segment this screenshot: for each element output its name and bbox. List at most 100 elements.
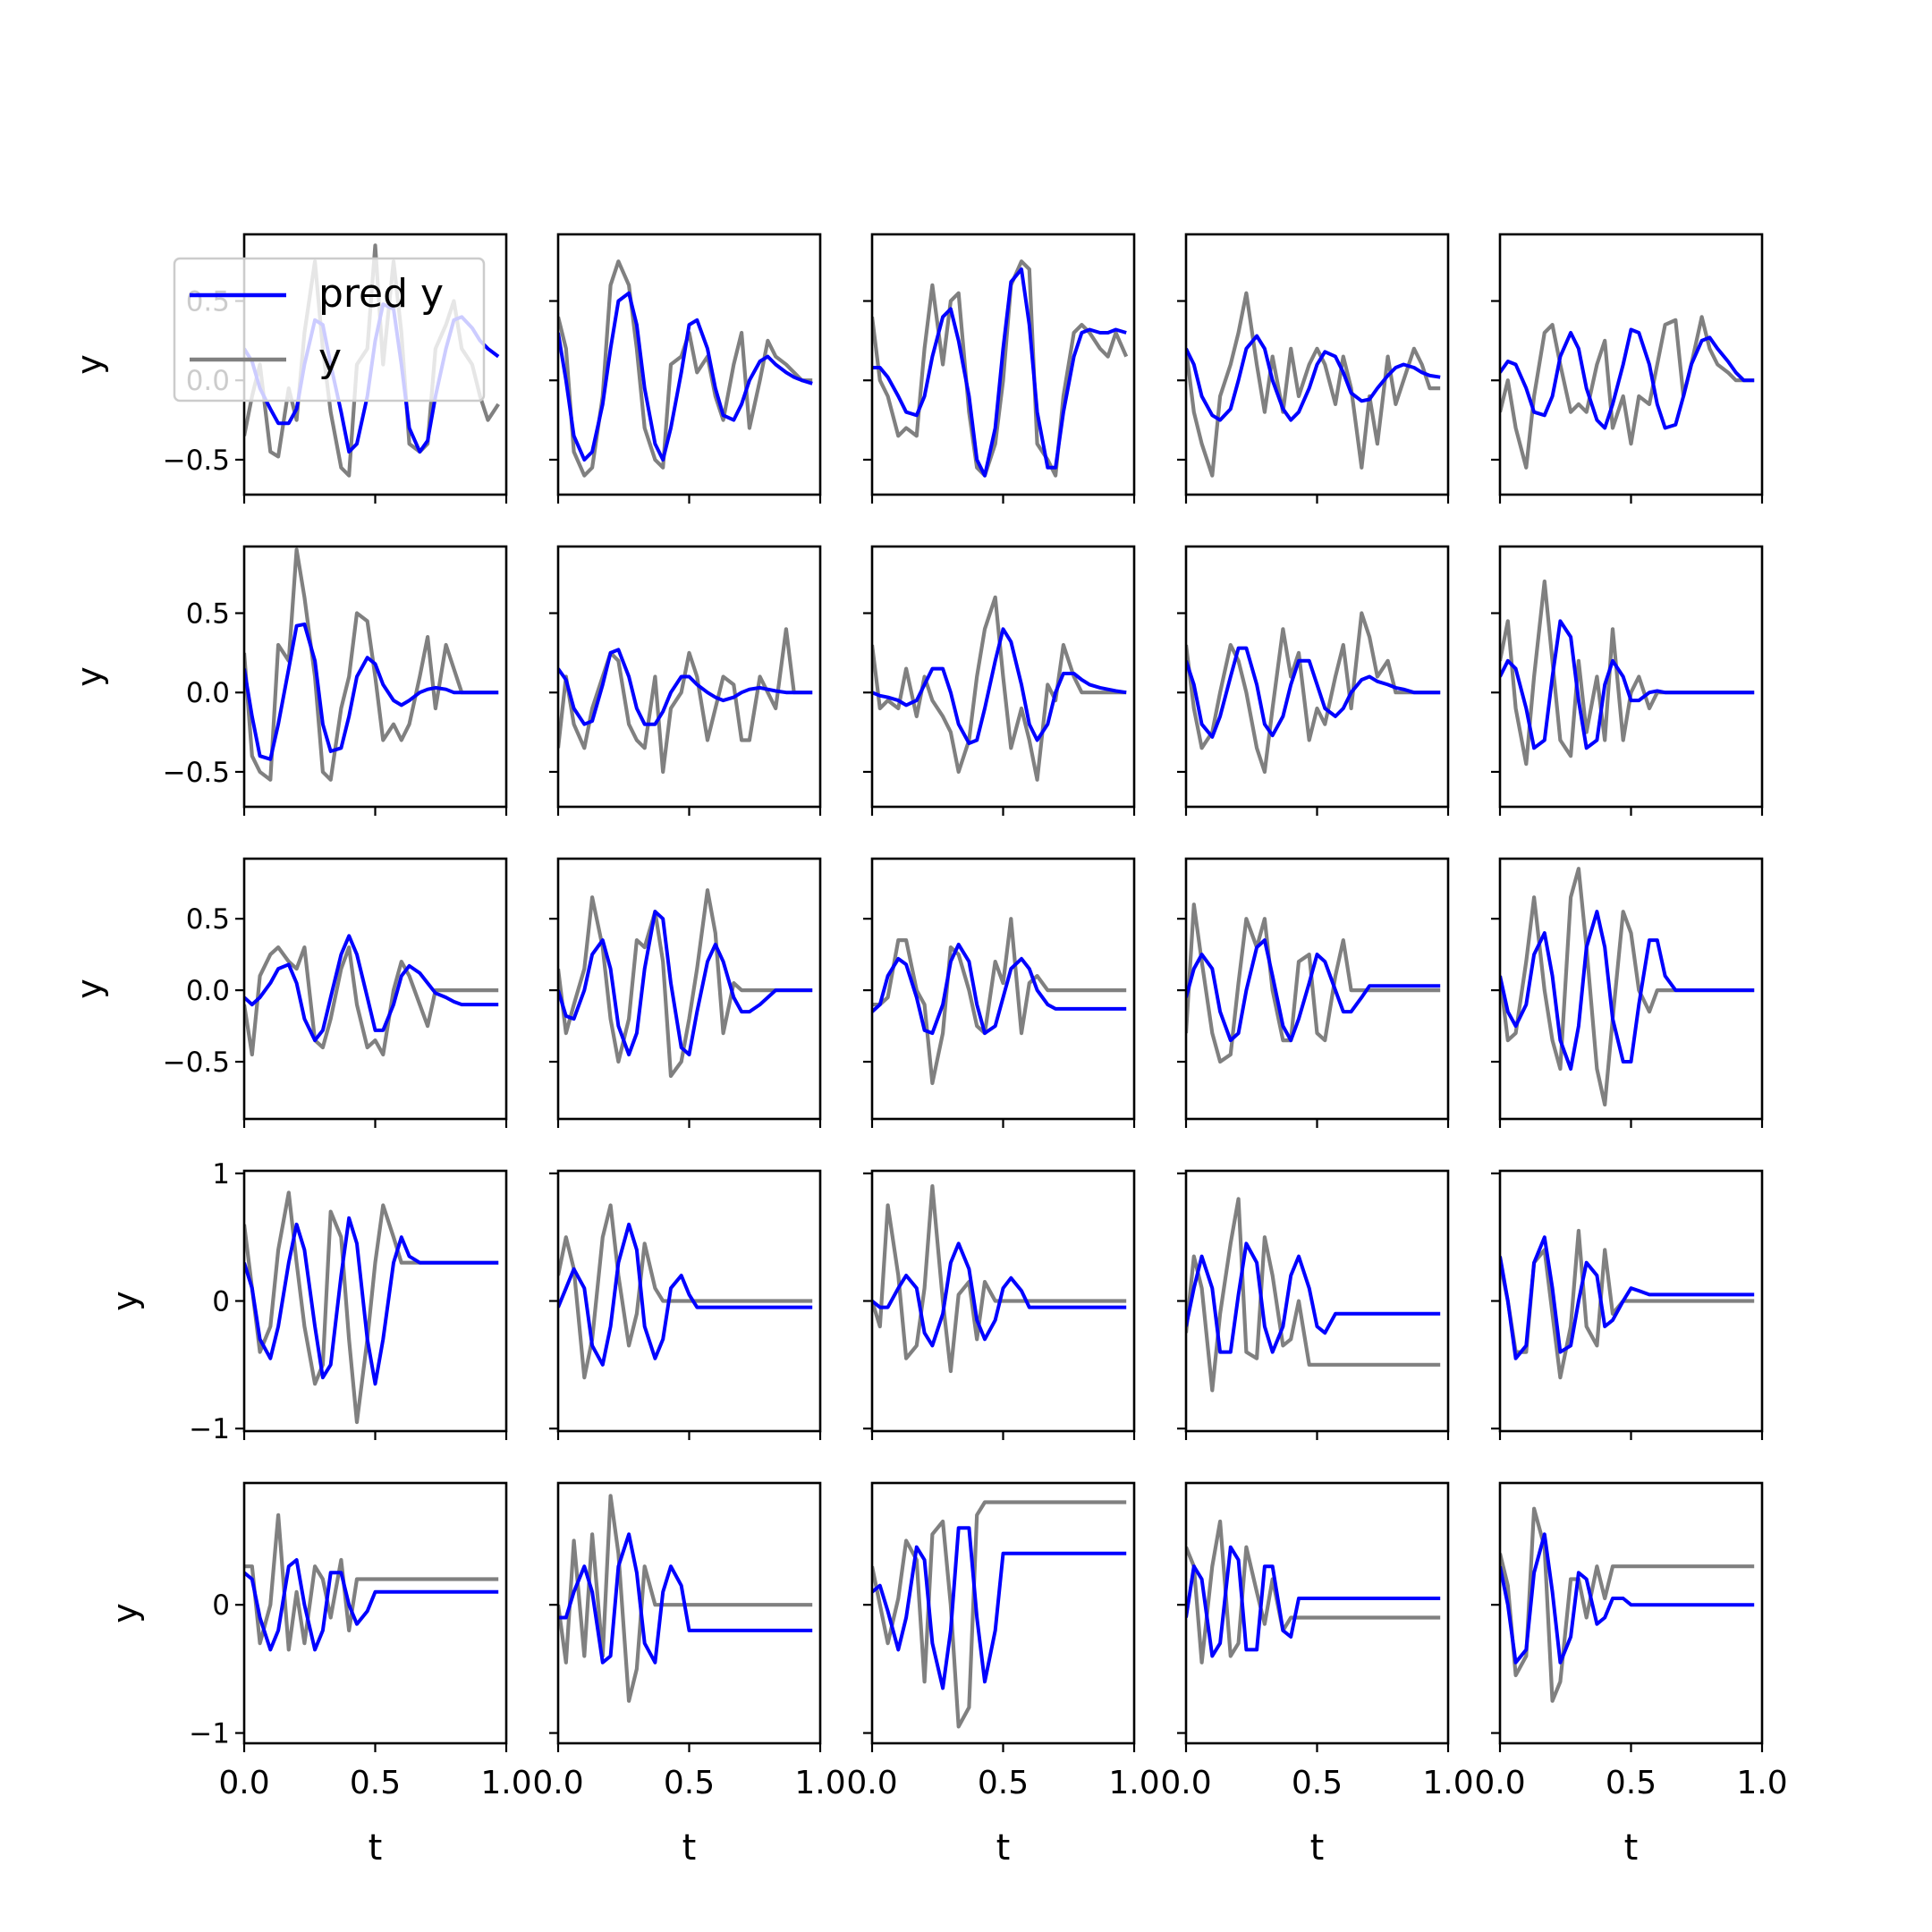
y-line: [244, 945, 499, 1057]
series-group: [1186, 1519, 1441, 1665]
panel-r3-c0: −1 0 1 y: [106, 1158, 508, 1445]
panel-r1-c2: [863, 545, 1136, 816]
pred-y-line: [558, 648, 813, 726]
axes-frame: [1184, 1169, 1450, 1433]
y-axis-label: y: [106, 1291, 145, 1311]
y-line: [1500, 315, 1755, 470]
x-tick-label: 1.0: [794, 1765, 845, 1801]
y-tick-label: 0.0: [186, 975, 230, 1007]
y-axis-label: y: [70, 354, 109, 375]
legend-label: pred y: [318, 271, 444, 317]
panel-r2-c2: [863, 857, 1136, 1128]
y-line: [558, 1203, 813, 1380]
series-group: [558, 888, 813, 1079]
y-tick-label: 0.5: [186, 903, 230, 936]
panel-r0-c4: [1491, 233, 1764, 504]
y-line: [872, 259, 1129, 478]
y-tick-label: −1: [189, 1413, 230, 1445]
pred-y-line: [1186, 1545, 1441, 1658]
panel-r3-c2: [863, 1169, 1136, 1440]
y-axis-label: y: [70, 979, 109, 999]
panel-r3-c3: [1177, 1169, 1450, 1440]
panel-r4-c2: 0.0 0.5 1.0 t: [846, 1481, 1160, 1868]
x-tick-label: 0.0: [1160, 1765, 1211, 1801]
y-line: [244, 547, 499, 782]
x-tick-label: 0.5: [664, 1765, 715, 1801]
y-line: [558, 627, 813, 775]
axes-frame: [1498, 545, 1764, 809]
panel-r3-c1: [549, 1169, 822, 1440]
y-tick-label: 1: [212, 1158, 230, 1191]
x-tick-label: 0.0: [532, 1765, 583, 1801]
pred-y-line: [872, 1526, 1127, 1690]
series-group: [1500, 1228, 1755, 1380]
y-line: [1500, 1228, 1755, 1380]
y-tick-label: −0.5: [163, 757, 230, 789]
y-line: [558, 259, 813, 478]
y-line: [1186, 1519, 1441, 1665]
series-group: [1500, 579, 1755, 767]
x-tick-label: 0.0: [846, 1765, 897, 1801]
series-group: [244, 934, 499, 1057]
y-line: [558, 888, 813, 1079]
series-group: [558, 1203, 813, 1380]
y-tick-label: −1: [189, 1718, 230, 1750]
panel-r4-c3: 0.0 0.5 1.0 t: [1160, 1481, 1474, 1868]
series-group: [872, 1500, 1127, 1729]
x-axis-label: t: [369, 1827, 383, 1868]
y-line: [1186, 291, 1441, 478]
y-line: [1186, 1197, 1441, 1393]
pred-y-line: [558, 1532, 813, 1665]
pred-y-line: [872, 1241, 1127, 1348]
x-tick-label: 0.5: [1292, 1765, 1343, 1801]
y-line: [1500, 867, 1755, 1107]
y-line: [1186, 611, 1441, 775]
pred-y-line: [1186, 646, 1441, 739]
pred-y-line: [1186, 1241, 1441, 1354]
pred-y-line: [872, 267, 1127, 478]
series-group: [244, 1513, 499, 1652]
x-tick-label: 0.0: [1474, 1765, 1525, 1801]
pred-y-line: [1500, 1235, 1755, 1360]
series-group: [872, 595, 1127, 782]
y-line: [872, 917, 1127, 1086]
legend: pred y y: [173, 257, 486, 402]
y-line: [872, 1500, 1127, 1729]
pred-y-line: [558, 1222, 813, 1367]
pred-y-line: [872, 942, 1127, 1036]
panel-r1-c0: −0.5 0.0 0.5 y: [70, 545, 508, 816]
y-tick-label: −0.5: [163, 1046, 230, 1079]
pred-y-line: [244, 1558, 499, 1652]
y-tick-label: −0.5: [163, 445, 230, 477]
pred-y-line: [558, 291, 813, 462]
y-line: [1186, 902, 1441, 1064]
y-tick-label: 0: [212, 1589, 230, 1622]
x-tick-label: 1.0: [1736, 1765, 1787, 1801]
x-tick-label: 0.5: [978, 1765, 1029, 1801]
series-group: [244, 1191, 499, 1425]
x-tick-label: 0.5: [1606, 1765, 1657, 1801]
legend-label: y: [318, 335, 342, 381]
series-group: [1186, 902, 1441, 1064]
series-group: [1500, 315, 1755, 470]
pred-y-line: [1500, 619, 1755, 750]
x-tick-label: 0.0: [218, 1765, 269, 1801]
x-axis-label: t: [1310, 1827, 1325, 1868]
series-group: [872, 917, 1127, 1086]
axes-frame: [870, 1481, 1136, 1745]
axes-frame: [242, 1481, 508, 1745]
y-axis-label: y: [70, 666, 109, 687]
series-group: [244, 547, 499, 782]
panel-r0-c1: [549, 233, 822, 504]
x-axis-label: t: [682, 1827, 697, 1868]
panel-r2-c0: −0.5 0.0 0.5 y: [70, 857, 508, 1128]
panel-r4-c1: 0.0 0.5 1.0 t: [532, 1481, 846, 1868]
pred-y-line: [244, 1216, 499, 1386]
y-line: [244, 1513, 499, 1652]
series-group: [872, 1184, 1127, 1374]
panel-r4-c4: 0.0 0.5 1.0 t: [1474, 1481, 1788, 1868]
pred-y-line: [1186, 938, 1441, 1043]
y-tick-label: 0.5: [186, 598, 230, 631]
y-axis-label: y: [106, 1603, 145, 1623]
